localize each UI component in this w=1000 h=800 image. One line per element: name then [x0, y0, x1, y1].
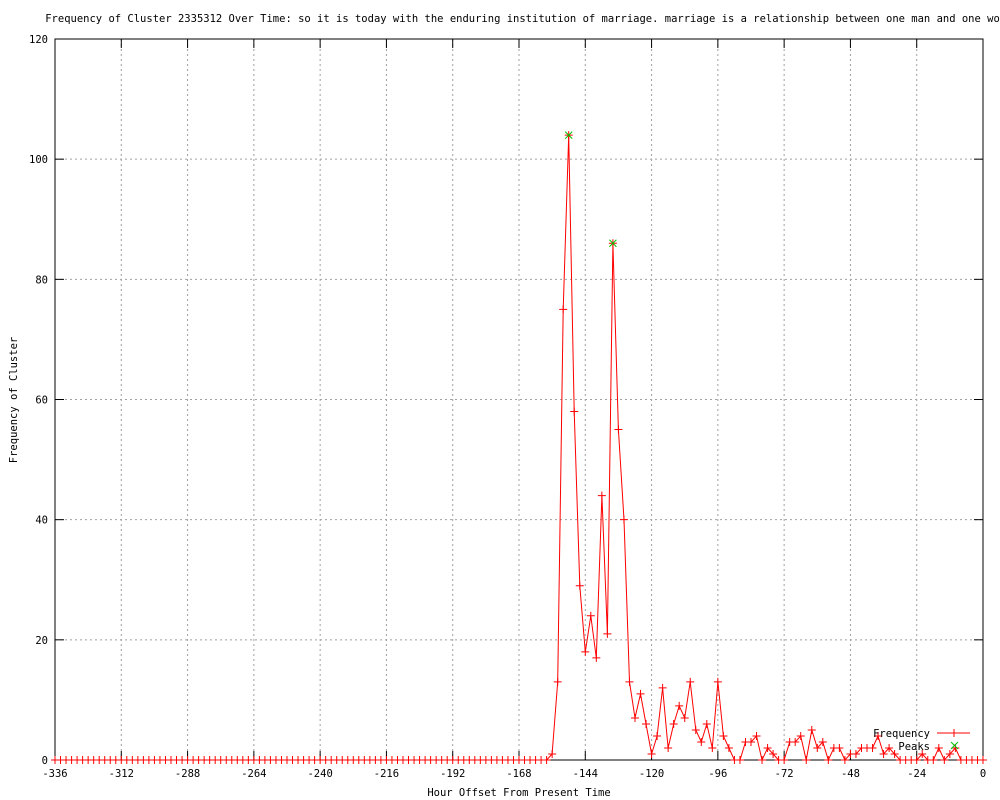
frequency-point [835, 743, 844, 752]
frequency-point [763, 743, 772, 752]
legend-label-frequency: Frequency [873, 728, 930, 740]
frequency-point [675, 701, 684, 710]
frequency-point [807, 725, 816, 734]
frequency-point [802, 756, 811, 764]
frequency-point [713, 677, 722, 686]
x-tick-label: -240 [307, 768, 332, 780]
x-tick-label: -24 [907, 768, 926, 780]
frequency-point [791, 737, 800, 746]
x-tick-label: -192 [440, 768, 465, 780]
frequency-point [592, 653, 601, 662]
y-tick-label: 60 [35, 395, 48, 407]
frequency-point [979, 756, 987, 764]
x-tick-label: 0 [980, 768, 986, 780]
y-tick-label: 0 [42, 755, 48, 767]
frequency-point [669, 719, 678, 728]
x-tick-label: -288 [175, 768, 200, 780]
frequency-point [631, 713, 639, 722]
frequency-point [929, 756, 938, 764]
x-tick-label: -72 [775, 768, 794, 780]
frequency-point [813, 743, 822, 752]
y-tick-label: 20 [35, 635, 48, 647]
frequency-point [575, 581, 584, 590]
frequency-point [890, 749, 899, 758]
frequency-point [570, 407, 579, 416]
axis-ticks: -336 -312 -288 -264 -240 -216 -192 -168 -144 -120… [29, 34, 986, 780]
y-tick-label: 100 [29, 154, 48, 166]
legend-marker-peaks [950, 741, 959, 750]
legend-label-peaks: Peaks [898, 741, 930, 753]
frequency-point [603, 629, 612, 638]
frequency-point [680, 713, 689, 722]
frequency-line [55, 135, 983, 762]
x-tick-label: -96 [708, 768, 727, 780]
frequency-point [769, 749, 778, 758]
x-axis-label: Hour Offset From Present Time [427, 787, 610, 799]
y-tick-label: 40 [35, 515, 48, 527]
frequency-point [664, 743, 673, 752]
chart-title: Frequency of Cluster 2335312 Over Time: … [45, 13, 1000, 25]
frequency-point [940, 756, 949, 764]
frequency-point [918, 749, 927, 758]
x-tick-label: -336 [42, 768, 67, 780]
peak-point [609, 239, 617, 248]
y-axis-label: Frequency of Cluster [8, 337, 20, 463]
y-tick-label: 120 [29, 34, 48, 46]
frequency-point [719, 731, 728, 740]
frequency-point [780, 756, 789, 764]
frequency-point [658, 683, 667, 692]
frequency-point [619, 515, 628, 524]
x-tick-label: -144 [573, 768, 598, 780]
x-tick-label: -264 [241, 768, 266, 780]
x-tick-label: -312 [109, 768, 134, 780]
frequency-point [614, 425, 623, 434]
frequency-point [818, 737, 827, 746]
x-tick-label: -216 [374, 768, 399, 780]
peak-point [564, 131, 573, 139]
frequency-point [708, 743, 717, 752]
legend: Frequency Peaks [873, 728, 970, 753]
frequency-point [796, 731, 805, 740]
frequency-point [912, 756, 921, 764]
x-tick-label: -120 [639, 768, 664, 780]
frequency-point [542, 756, 551, 764]
frequency-point [691, 725, 700, 734]
frequency-point [735, 756, 744, 764]
frequency-point [868, 743, 877, 752]
frequency-point [824, 756, 833, 764]
frequency-point [697, 737, 706, 746]
frequency-point [559, 305, 568, 314]
frequency-point [642, 719, 651, 728]
frequency-point [553, 677, 562, 686]
frequency-point [702, 719, 711, 728]
series-layer [51, 131, 987, 764]
frequency-point [586, 611, 595, 620]
y-tick-label: 80 [35, 274, 48, 286]
x-tick-label: -168 [506, 768, 531, 780]
frequency-point [874, 731, 883, 740]
frequency-point [840, 756, 849, 764]
frequency-point [625, 677, 634, 686]
frequency-point [885, 743, 894, 752]
frequency-point [548, 749, 557, 758]
frequency-point [653, 731, 662, 740]
frequency-point [945, 749, 954, 758]
frequency-point [747, 737, 755, 746]
legend-marker-frequency [950, 729, 958, 737]
grid [55, 39, 983, 760]
frequency-point [581, 647, 590, 656]
frequency-point [647, 749, 656, 758]
x-tick-label: -48 [841, 768, 860, 780]
frequency-point [758, 756, 767, 764]
frequency-point [686, 677, 695, 686]
frequency-point [879, 749, 888, 758]
frequency-point [934, 743, 943, 752]
frequency-point [752, 731, 761, 740]
frequency-point [636, 689, 645, 698]
frequency-point [597, 491, 606, 500]
frequency-point [851, 749, 860, 758]
frequency-point [724, 743, 733, 752]
